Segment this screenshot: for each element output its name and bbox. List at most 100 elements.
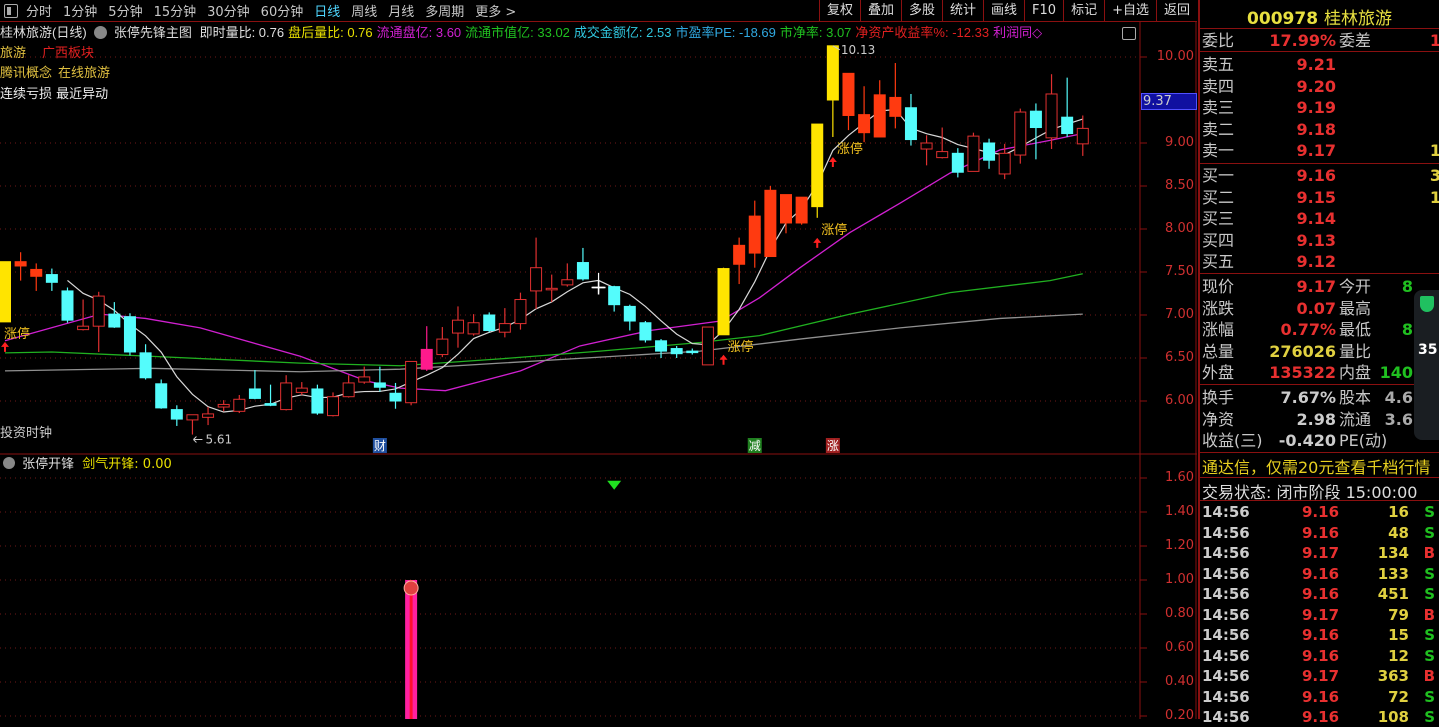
ma5-line bbox=[67, 108, 1083, 413]
stat-value-2: 4.6 bbox=[1384, 388, 1413, 407]
period-tab[interactable]: 月线 bbox=[388, 5, 415, 20]
up-arrow-icon bbox=[719, 354, 728, 365]
event-marker-bg bbox=[372, 438, 387, 453]
ask-row[interactable]: 卖四 9.20 bbox=[1202, 76, 1439, 97]
candle-body bbox=[483, 314, 496, 331]
kline-chart[interactable]: 涨停涨停涨停涨停10.135.61 财减涨 bbox=[0, 0, 1198, 719]
candle-body bbox=[561, 279, 574, 286]
trade-volume: 79 bbox=[1388, 605, 1409, 624]
candle bbox=[920, 135, 933, 166]
lower-dropdown-icon[interactable] bbox=[3, 457, 15, 469]
toolbar-button[interactable]: 画线 bbox=[983, 0, 1024, 22]
ask-row[interactable]: 卖二 9.18 bbox=[1202, 119, 1439, 140]
bid-label: 买一 bbox=[1202, 166, 1235, 185]
candle bbox=[373, 366, 386, 392]
toolbar-button[interactable]: 标记 bbox=[1063, 0, 1104, 22]
candle-body bbox=[873, 94, 886, 138]
bid-label: 买三 bbox=[1202, 209, 1235, 228]
bid-row[interactable]: 买二 9.15 1 bbox=[1202, 187, 1439, 208]
period-tab[interactable]: 15分钟 bbox=[153, 5, 197, 20]
candle-body bbox=[655, 340, 668, 352]
indicator-dropdown-icon[interactable] bbox=[94, 26, 108, 39]
candle bbox=[14, 252, 27, 281]
candle bbox=[420, 326, 433, 371]
bid-label: 买五 bbox=[1202, 252, 1235, 271]
ask-row[interactable]: 卖五 9.21 bbox=[1202, 54, 1439, 75]
stat-label-2: PE(动) bbox=[1339, 431, 1388, 450]
candle bbox=[217, 400, 230, 412]
toolbar-button[interactable]: 复权 bbox=[818, 0, 860, 22]
floating-widget[interactable]: 35 bbox=[1414, 290, 1439, 440]
period-tab[interactable]: 周线 bbox=[351, 5, 378, 20]
toolbar-button[interactable]: 返回 bbox=[1155, 0, 1197, 22]
trade-volume: 15 bbox=[1388, 626, 1409, 644]
price-axis-label: 8.50 bbox=[1165, 178, 1194, 193]
toolbar-button[interactable]: +自选 bbox=[1104, 0, 1156, 22]
tag-status[interactable]: 连续亏损 最近异动 bbox=[0, 87, 109, 102]
bid-volume: 1 bbox=[1429, 187, 1439, 207]
toolbar-button[interactable]: F10 bbox=[1024, 0, 1063, 22]
candle bbox=[858, 86, 871, 143]
bid-row[interactable]: 买一 9.16 3 bbox=[1202, 165, 1439, 186]
candle-body bbox=[639, 322, 652, 341]
bid-row[interactable]: 买四 9.13 bbox=[1202, 230, 1439, 251]
candle bbox=[1061, 77, 1074, 137]
candle bbox=[904, 93, 917, 146]
candle-body bbox=[936, 151, 949, 159]
candle-body bbox=[983, 142, 996, 161]
tag-concept[interactable]: 腾讯概念 bbox=[0, 66, 53, 81]
main-indicator-name[interactable]: 张停先锋主图 bbox=[113, 25, 192, 40]
stat-label: 涨跌 bbox=[1202, 298, 1235, 318]
expand-icon[interactable] bbox=[1122, 27, 1136, 40]
period-tab[interactable]: 30分钟 bbox=[207, 5, 250, 20]
candle bbox=[811, 123, 824, 218]
trade-volume: 48 bbox=[1388, 523, 1409, 542]
toolbar-button[interactable]: 统计 bbox=[942, 0, 983, 22]
tag-industry[interactable]: 旅游 bbox=[0, 46, 27, 61]
stat-value: 276026 bbox=[1269, 341, 1336, 361]
period-tab[interactable]: 60分钟 bbox=[260, 5, 304, 20]
bid-row[interactable]: 买五 9.12 bbox=[1202, 251, 1439, 272]
candle bbox=[951, 148, 964, 178]
crosshair-cursor bbox=[591, 280, 606, 295]
lower-indicator-name[interactable]: 张停开锋 bbox=[22, 457, 75, 472]
bid-row[interactable]: 买三 9.14 bbox=[1202, 208, 1439, 229]
candle-body bbox=[30, 268, 43, 277]
period-tab[interactable]: 更多 > bbox=[475, 5, 517, 20]
ask-price: 9.21 bbox=[1296, 55, 1336, 74]
candle-body bbox=[1076, 127, 1089, 145]
trade-row: 14:56 9.16 12 S bbox=[1202, 646, 1439, 666]
toolbar-button[interactable]: 多股 bbox=[900, 0, 942, 22]
tag-region[interactable]: 广西板块 bbox=[42, 46, 95, 61]
candle-body bbox=[670, 348, 683, 355]
trade-side: S bbox=[1424, 626, 1435, 644]
trade-price: 9.16 bbox=[1302, 523, 1340, 542]
period-tab[interactable]: 1分钟 bbox=[63, 5, 98, 20]
tag-concept-2[interactable]: 在线旅游 bbox=[58, 66, 111, 81]
ask-row[interactable]: 卖一 9.17 1 bbox=[1202, 140, 1439, 161]
ask-volume: 1 bbox=[1429, 141, 1439, 160]
toolbar-button[interactable]: 叠加 bbox=[859, 0, 901, 22]
stat-row: 涨跌 0.07 最高 bbox=[1202, 298, 1439, 319]
candle-body bbox=[61, 290, 74, 321]
trade-price: 9.16 bbox=[1302, 708, 1340, 726]
ask-row[interactable]: 卖三 9.19 bbox=[1202, 97, 1439, 118]
high-marker-pointer bbox=[832, 45, 841, 51]
candle-body bbox=[842, 72, 855, 116]
period-tab[interactable]: 5分钟 bbox=[108, 5, 143, 20]
candle-body bbox=[420, 348, 433, 370]
period-toolbar: 分时 1分钟 5分钟 15分钟 30分钟 60分钟 日线 周线 月线 多周期 更多 > 复权 叠加 多股… bbox=[0, 0, 1197, 22]
period-tab[interactable]: 多周期 bbox=[425, 5, 465, 20]
period-tab[interactable]: 分时 bbox=[26, 5, 53, 20]
stat-row: 收益(三) -0.420 PE(动) bbox=[1202, 430, 1439, 451]
candle bbox=[545, 274, 558, 303]
panel-toggle-icon[interactable] bbox=[4, 3, 18, 18]
candle-body bbox=[389, 392, 402, 402]
limit-up-label: 涨停 bbox=[821, 222, 847, 238]
investment-clock-label[interactable]: 投资时钟 bbox=[0, 426, 53, 441]
price-axis-label: 6.50 bbox=[1165, 350, 1194, 365]
trade-time: 14:56 bbox=[1202, 667, 1250, 685]
period-tab[interactable]: 日线 bbox=[314, 5, 341, 20]
stat-value-2: 3.6 bbox=[1384, 409, 1413, 429]
ad-banner[interactable]: 通达信，仅需20元查看千档行情 bbox=[1202, 458, 1431, 477]
